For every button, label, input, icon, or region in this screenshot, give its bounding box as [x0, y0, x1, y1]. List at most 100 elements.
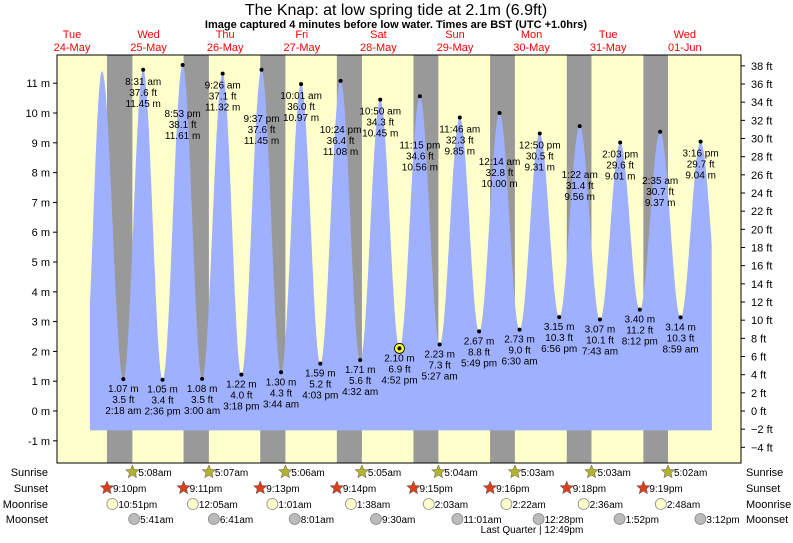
right-tick-label: 0 ft — [751, 406, 766, 418]
moonset-icon — [532, 513, 545, 525]
sunrise-row-label-left: Sunrise — [11, 467, 48, 479]
high-tide-meters: 11.45 m — [125, 99, 160, 110]
low-tide-time: 6:56 pm — [541, 344, 577, 355]
high-tide-time: 3:16 pm — [683, 149, 719, 160]
sunrise-time: 5:07am — [215, 468, 248, 479]
sunset-time: 9:11pm — [190, 484, 223, 495]
left-tick-label: -1 m — [28, 436, 50, 448]
low-tide-point — [477, 329, 482, 334]
high-tide-time: 8:53 pm — [165, 109, 201, 120]
high-tide-time: 10:24 pm — [320, 125, 362, 136]
low-tide-point — [597, 317, 602, 322]
moonrise-row-label-left: Moonrise — [3, 499, 48, 511]
high-tide-point — [577, 124, 582, 129]
high-tide-meters: 9.85 m — [444, 146, 475, 157]
low-tide-meters: 1.71 m — [345, 365, 376, 376]
low-tide-feet: 3.4 ft — [151, 396, 173, 407]
low-tide-meters: 2.67 m — [464, 336, 495, 347]
sunset-icon — [482, 480, 498, 495]
moonrise-row-label-right: Moonrise — [746, 499, 791, 511]
low-tide-time: 4:03 pm — [302, 391, 338, 402]
high-tide-feet: 32.8 ft — [486, 168, 514, 179]
moonset-icon — [128, 513, 141, 525]
high-tide-time: 2:03 pm — [602, 150, 638, 161]
sunrise-time: 5:06am — [291, 468, 324, 479]
moonset-icon — [370, 513, 382, 525]
left-tick-label: 2 m — [32, 346, 50, 358]
high-tide-point — [457, 115, 462, 120]
moon-phase: Last Quarter | 12:49pm — [481, 525, 584, 536]
right-tick-label: 34 ft — [751, 97, 772, 109]
high-tide-point — [698, 139, 703, 144]
right-tick-label: 36 ft — [751, 79, 772, 91]
sunrise-icon — [431, 464, 446, 479]
high-tide-meters: 9.31 m — [524, 163, 555, 174]
right-tick-label: 28 ft — [751, 152, 772, 164]
sunrise-icon — [584, 464, 599, 479]
low-tide-feet: 10.1 ft — [586, 336, 614, 347]
high-tide-meters: 11.61 m — [165, 131, 200, 142]
moonset-time: 9:30am — [382, 515, 415, 526]
low-tide-meters: 2.23 m — [424, 350, 455, 361]
right-tick-label: 38 ft — [751, 61, 772, 73]
plot-frame — [56, 54, 742, 464]
low-tide-meters: 2.10 m — [384, 353, 415, 364]
low-tide-meters: 3.15 m — [544, 322, 575, 333]
left-tick-label: 9 m — [32, 138, 50, 150]
moonset-row-label-left: Moonset — [6, 514, 48, 526]
sunrise-time: 5:05am — [368, 468, 401, 479]
left-tick-label: 4 m — [32, 287, 50, 299]
chart-subtitle: Image captured 4 minutes before low wate… — [205, 19, 588, 31]
right-tick-label: 12 ft — [751, 297, 772, 309]
plot-area — [56, 54, 742, 464]
moonset-time: 12:28pm — [545, 515, 584, 526]
low-tide-meters: 1.05 m — [147, 385, 178, 396]
high-tide-point — [338, 78, 343, 83]
high-tide-feet: 29.7 ft — [687, 160, 715, 171]
sunset-icon — [329, 480, 345, 495]
low-tide-feet: 5.2 ft — [309, 380, 331, 391]
low-tide-feet: 3.5 ft — [112, 395, 134, 406]
low-tide-point — [637, 307, 642, 312]
low-tide-point — [358, 358, 363, 363]
low-tide-time: 7:43 am — [582, 347, 618, 358]
chart-title: The Knap: at low spring tide at 2.1m (6.… — [245, 2, 547, 19]
low-tide-meters: 3.07 m — [585, 325, 616, 336]
high-tide-time: 9:26 am — [205, 81, 241, 92]
low-tide-point — [557, 315, 562, 320]
sunrise-time: 5:08am — [138, 468, 171, 479]
low-tide-point — [279, 370, 284, 375]
low-tide-time: 4:32 am — [342, 387, 378, 398]
low-tide-time: 3:18 pm — [223, 402, 259, 413]
sunrise-icon — [660, 464, 676, 479]
high-tide-feet: 36.4 ft — [327, 136, 355, 147]
day-label-date: 28-May — [360, 42, 397, 54]
moonrise-time: 2:36am — [590, 500, 623, 511]
moonrise-icon — [422, 498, 435, 510]
moonrise-icon — [344, 498, 357, 510]
right-tick-label: 8 ft — [751, 333, 766, 345]
high-tide-feet: 30.5 ft — [526, 152, 554, 163]
high-tide-meters: 10.45 m — [362, 129, 398, 140]
right-tick-label: 18 ft — [751, 243, 772, 255]
low-tide-time: 3:00 am — [184, 406, 220, 417]
high-tide-feet: 31.4 ft — [566, 181, 594, 192]
astro-table: Sunrise Sunrise 5:08am 5:07am 5:06am 5:05am 5:… — [3, 464, 791, 536]
low-tide-meters: 1.07 m — [108, 384, 139, 395]
low-tide-feet: 6.9 ft — [388, 364, 410, 375]
left-tick-label: 8 m — [32, 168, 50, 180]
low-tide-point — [678, 315, 683, 320]
right-tick-label: 24 ft — [751, 188, 772, 200]
moonrise-time: 12:05am — [199, 500, 238, 511]
moonrise-time: 2:48am — [667, 500, 700, 511]
right-tick-label: 32 ft — [751, 115, 772, 127]
high-tide-meters: 11.32 m — [205, 103, 240, 114]
sunset-row-label-left: Sunset — [14, 483, 48, 495]
low-tide-time: 4:52 pm — [381, 375, 417, 386]
low-tide-time: 5:27 am — [422, 372, 458, 383]
sunrise-icon — [278, 464, 293, 479]
sunrise-time: 5:04am — [444, 468, 477, 479]
low-tide-feet: 9.0 ft — [508, 346, 530, 357]
moonrise-icon — [186, 498, 199, 510]
moonset-time: 5:41am — [140, 515, 173, 526]
